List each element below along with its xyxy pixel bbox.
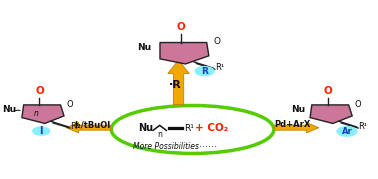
Text: I: I <box>39 126 43 136</box>
Circle shape <box>195 67 214 76</box>
Text: R¹: R¹ <box>358 122 367 131</box>
Text: R¹: R¹ <box>70 122 79 131</box>
Text: ·R: ·R <box>169 80 181 90</box>
Circle shape <box>337 127 357 136</box>
Text: Nu: Nu <box>3 105 17 114</box>
Text: Ar: Ar <box>342 127 352 136</box>
FancyArrow shape <box>168 60 189 105</box>
Text: n: n <box>34 109 39 118</box>
Text: More Possibilities: More Possibilities <box>133 142 200 151</box>
FancyArrow shape <box>274 123 319 133</box>
Text: + CO₂: + CO₂ <box>195 123 228 133</box>
Text: R¹: R¹ <box>184 124 194 132</box>
Text: Pd+ArX: Pd+ArX <box>274 120 310 129</box>
Circle shape <box>33 127 50 135</box>
Text: Nu: Nu <box>137 43 152 52</box>
Text: R¹: R¹ <box>215 63 225 72</box>
Text: n: n <box>157 130 162 139</box>
Text: R: R <box>201 67 208 76</box>
Text: O: O <box>67 100 73 109</box>
Text: O: O <box>177 22 186 32</box>
Polygon shape <box>310 105 352 124</box>
Text: I₂/tBuOI: I₂/tBuOI <box>75 120 111 129</box>
Polygon shape <box>22 105 64 124</box>
Text: Nu: Nu <box>291 105 305 114</box>
FancyArrow shape <box>66 123 111 133</box>
Text: O: O <box>35 86 44 96</box>
Ellipse shape <box>111 105 274 153</box>
Text: Nu: Nu <box>138 123 153 133</box>
Text: O: O <box>214 37 221 46</box>
Text: O: O <box>355 100 362 109</box>
Polygon shape <box>160 43 209 64</box>
Text: O: O <box>323 86 332 96</box>
Text: ·······: ······· <box>196 142 217 152</box>
